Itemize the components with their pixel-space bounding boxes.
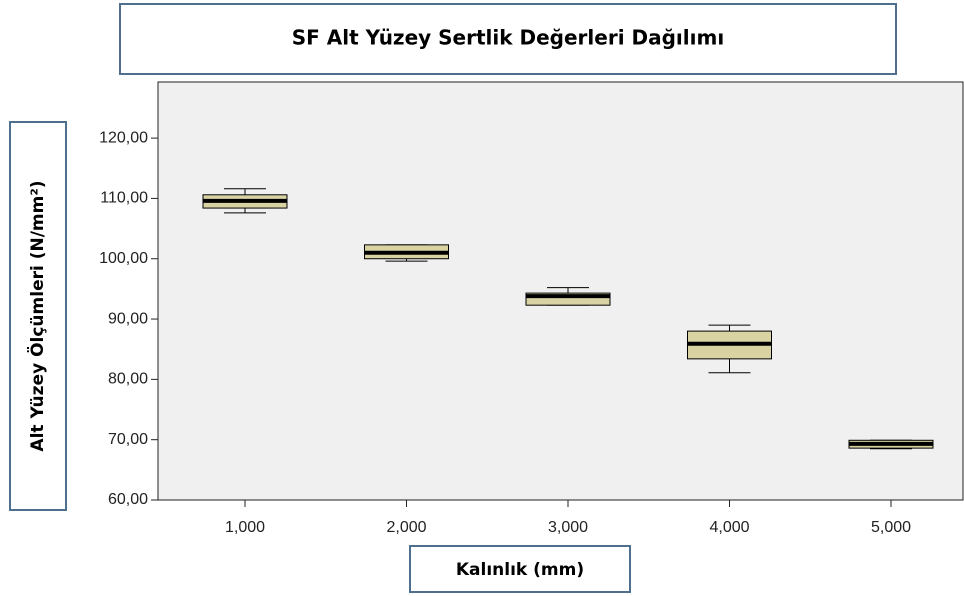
y-tick-label: 70,00 [108,431,148,448]
title-box [119,3,897,75]
y-tick-label: 110,00 [100,190,148,207]
y-tick-label: 100,00 [99,250,148,267]
x-tick-label: 5,000 [871,519,911,536]
plot-area [157,81,964,501]
y-tick-label: 120,00 [99,129,148,146]
y-tick-label: 80,00 [108,371,148,388]
chart-title: SF Alt Yüzey Sertlik Değerleri Dağılımı [292,26,724,50]
y-axis-label: Alt Yüzey Ölçümleri (N/mm²) [26,180,48,451]
y-tick-label: 60,00 [108,491,148,508]
y-tick-label: 90,00 [108,310,148,327]
x-tick-label: 2,000 [386,519,426,536]
x-tick-label: 3,000 [548,519,588,536]
x-tick-label: 4,000 [709,519,749,536]
x-label-box [409,545,631,593]
x-axis-label: Kalınlık (mm) [456,560,584,580]
x-tick-label: 1,000 [225,519,265,536]
y-label-box [9,121,67,511]
